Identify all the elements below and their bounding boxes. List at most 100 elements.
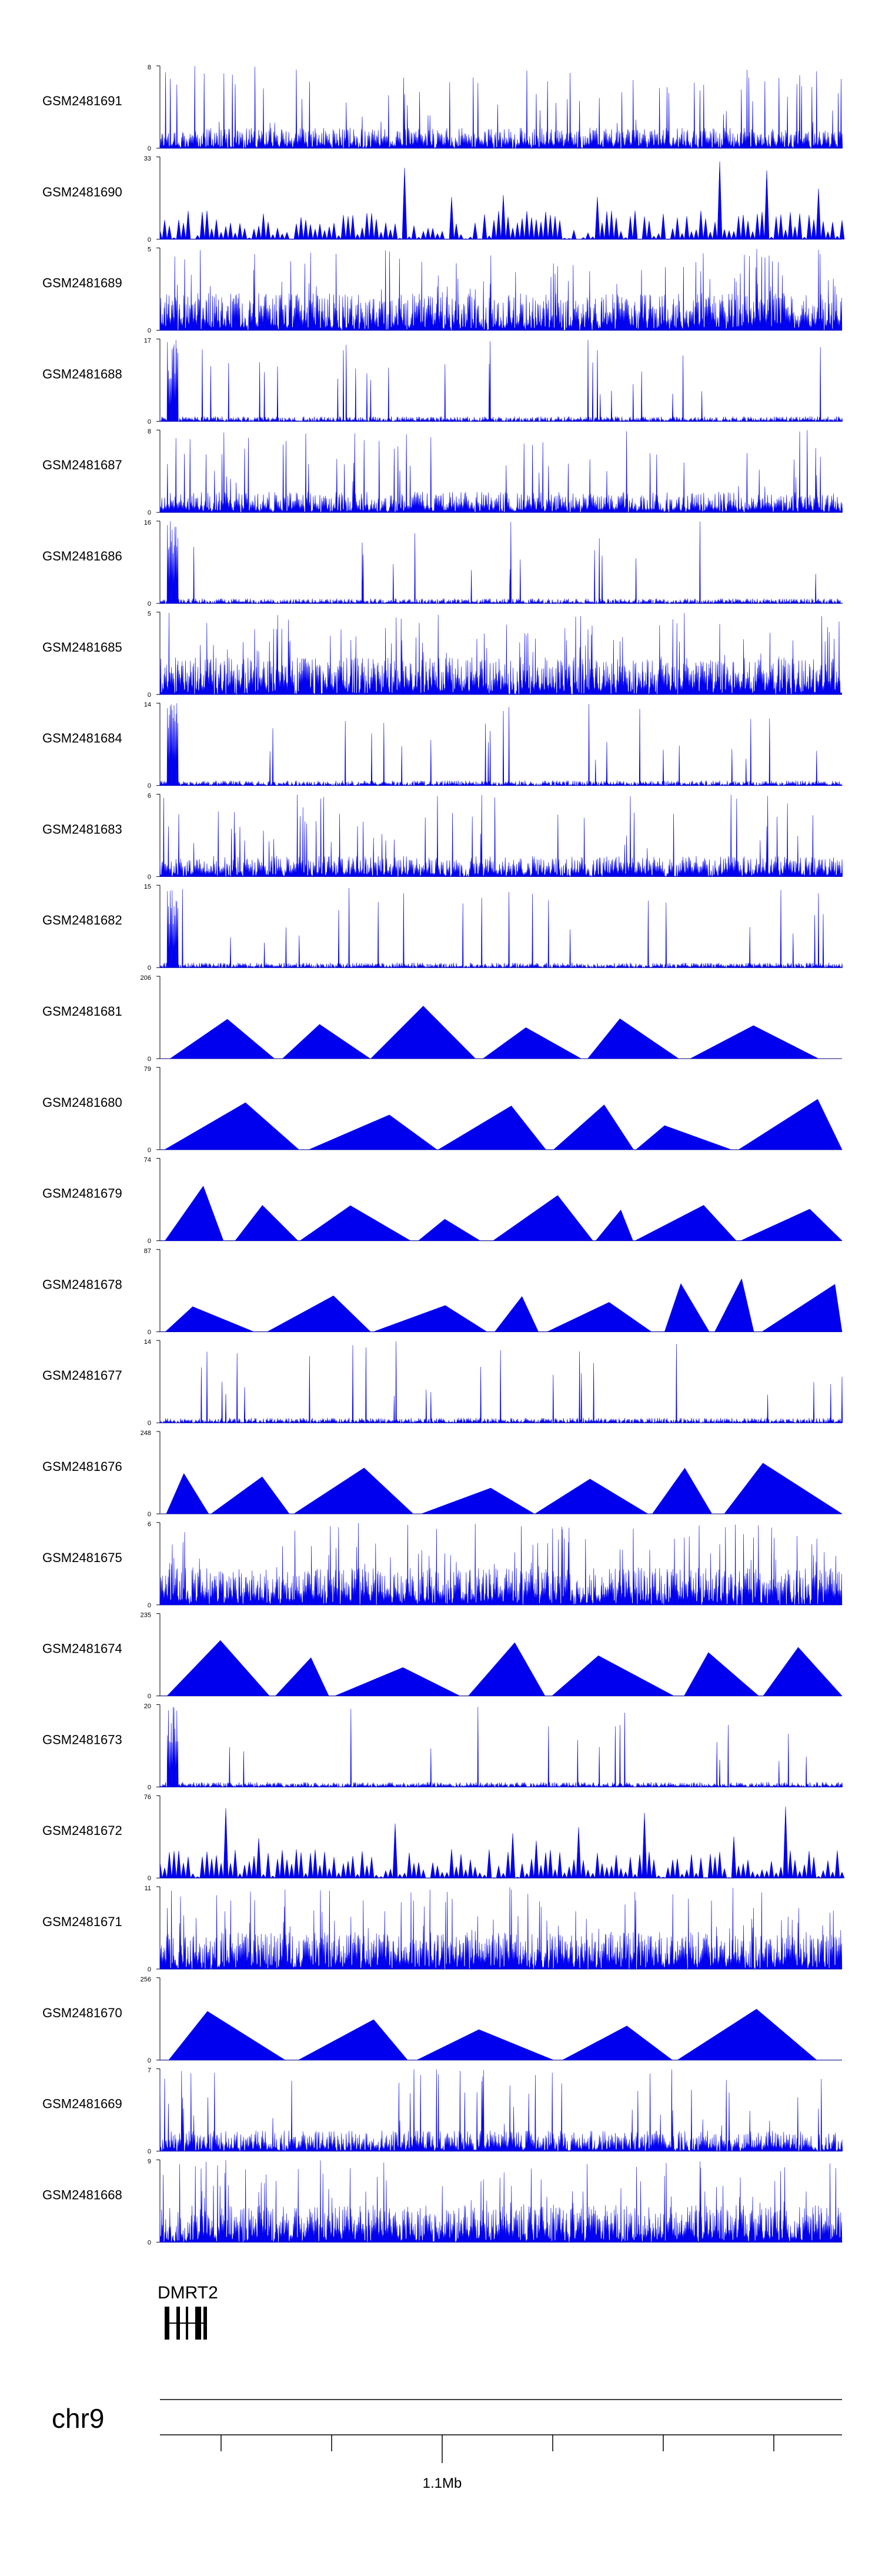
track-signal (160, 1463, 843, 1514)
track-signal (160, 1278, 843, 1332)
track-ymin: 0 (148, 1511, 151, 1518)
track-ymax: 5 (148, 246, 151, 253)
gene-track: DMRT2 (158, 2283, 218, 2340)
track-ymax: 248 (141, 1430, 151, 1437)
track-ymin: 0 (148, 600, 151, 608)
track-GSM2481691: GSM2481691 8 0 (42, 64, 843, 152)
track-GSM2481669: GSM2481669 7 0 (42, 2067, 843, 2155)
track-name: GSM2481671 (42, 1914, 122, 1929)
track-ymin: 0 (148, 1784, 151, 1791)
track-GSM2481681: GSM2481681 206 0 (42, 975, 842, 1063)
track-name: GSM2481674 (42, 1641, 122, 1656)
track-name: GSM2481690 (42, 185, 122, 199)
track-GSM2481674: GSM2481674 235 0 (42, 1612, 843, 1700)
track-name: GSM2481682 (42, 913, 122, 927)
track-name: GSM2481668 (42, 2187, 122, 2202)
track-ymax: 20 (144, 1703, 151, 1710)
track-signal (159, 249, 843, 331)
track-ymax: 7 (148, 2067, 151, 2074)
gene-label[interactable]: DMRT2 (158, 2283, 218, 2303)
track-ymax: 76 (144, 1794, 151, 1801)
track-name: GSM2481680 (42, 1095, 122, 1110)
track-signal (159, 1523, 843, 1606)
track-signal (159, 703, 843, 786)
track-GSM2481686: GSM2481686 16 0 (42, 519, 843, 608)
track-signal (159, 339, 843, 422)
track-name: GSM2481675 (42, 1550, 122, 1565)
track-ymax: 6 (148, 792, 151, 799)
gene-exon (165, 2307, 169, 2340)
track-GSM2481683: GSM2481683 6 0 (42, 792, 843, 880)
track-ymax: 5 (148, 610, 151, 618)
track-signal (160, 2008, 842, 2061)
chromosome-label: chr9 (52, 2403, 104, 2434)
track-ymin: 0 (148, 236, 151, 243)
track-ymin: 0 (148, 783, 151, 790)
track-ymin: 0 (148, 418, 151, 425)
track-signal (159, 66, 843, 149)
track-GSM2481672: GSM2481672 76 0 (42, 1794, 845, 1882)
track-ymax: 14 (144, 1339, 151, 1346)
track-ymin: 0 (148, 509, 151, 516)
track-ymin: 0 (148, 1056, 151, 1063)
gene-model[interactable] (165, 2307, 207, 2340)
track-ymax: 15 (144, 883, 151, 890)
track-ymax: 8 (148, 64, 151, 71)
track-GSM2481680: GSM2481680 79 0 (42, 1066, 843, 1154)
track-ymin: 0 (148, 1966, 151, 1973)
track-signal (159, 1341, 843, 1424)
track-name: GSM2481669 (42, 2097, 122, 2111)
track-name: GSM2481681 (42, 1004, 122, 1019)
track-ymin: 0 (148, 1238, 151, 1245)
gene-exon (186, 2307, 188, 2340)
track-name: GSM2481679 (42, 1186, 122, 1201)
track-signal (160, 1006, 842, 1059)
track-GSM2481673: GSM2481673 20 0 (42, 1703, 843, 1791)
track-signal (159, 794, 843, 877)
track-ymin: 0 (148, 692, 151, 699)
track-ymin: 0 (148, 1875, 151, 1882)
track-GSM2481678: GSM2481678 87 0 (42, 1247, 843, 1336)
track-signal (160, 1186, 843, 1241)
track-GSM2481677: GSM2481677 14 0 (42, 1339, 843, 1427)
track-ymin: 0 (148, 145, 151, 152)
track-GSM2481676: GSM2481676 248 0 (42, 1430, 843, 1518)
track-GSM2481690: GSM2481690 33 0 (42, 155, 845, 243)
track-ymin: 0 (148, 2239, 151, 2246)
track-signal (159, 2069, 843, 2152)
track-signal (159, 161, 845, 240)
track-ymax: 74 (144, 1157, 151, 1164)
track-signal (159, 1806, 845, 1879)
track-ymax: 14 (144, 702, 151, 709)
track-GSM2481689: GSM2481689 5 0 (42, 246, 843, 335)
track-signal (159, 1887, 843, 1970)
track-signal (159, 1707, 843, 1788)
track-ymax: 17 (144, 337, 151, 344)
gene-exon (176, 2307, 180, 2340)
track-signal (160, 1099, 843, 1150)
track-GSM2481688: GSM2481688 17 0 (42, 337, 843, 425)
track-ymin: 0 (148, 965, 151, 972)
track-name: GSM2481673 (42, 1732, 122, 1747)
track-ymax: 33 (144, 155, 151, 162)
track-GSM2481671: GSM2481671 11 0 (42, 1885, 843, 1973)
track-name: GSM2481678 (42, 1277, 122, 1292)
track-name: GSM2481686 (42, 549, 122, 563)
track-name: GSM2481689 (42, 276, 122, 291)
track-ymax: 235 (141, 1612, 151, 1619)
track-signal (159, 2160, 843, 2243)
track-ymin: 0 (148, 2148, 151, 2155)
track-name: GSM2481670 (42, 2006, 122, 2020)
track-GSM2481682: GSM2481682 15 0 (42, 883, 843, 972)
track-ymax: 6 (148, 1521, 151, 1528)
track-name: GSM2481677 (42, 1368, 122, 1383)
track-ymin: 0 (148, 1147, 151, 1154)
track-signal (159, 430, 843, 513)
track-ymax: 87 (144, 1247, 151, 1254)
track-ymax: 9 (148, 2158, 151, 2165)
track-name: GSM2481684 (42, 731, 122, 746)
track-ymax: 79 (144, 1066, 151, 1073)
track-ymin: 0 (148, 1602, 151, 1609)
track-ymin: 0 (148, 873, 151, 880)
track-ymax: 11 (145, 1885, 151, 1892)
